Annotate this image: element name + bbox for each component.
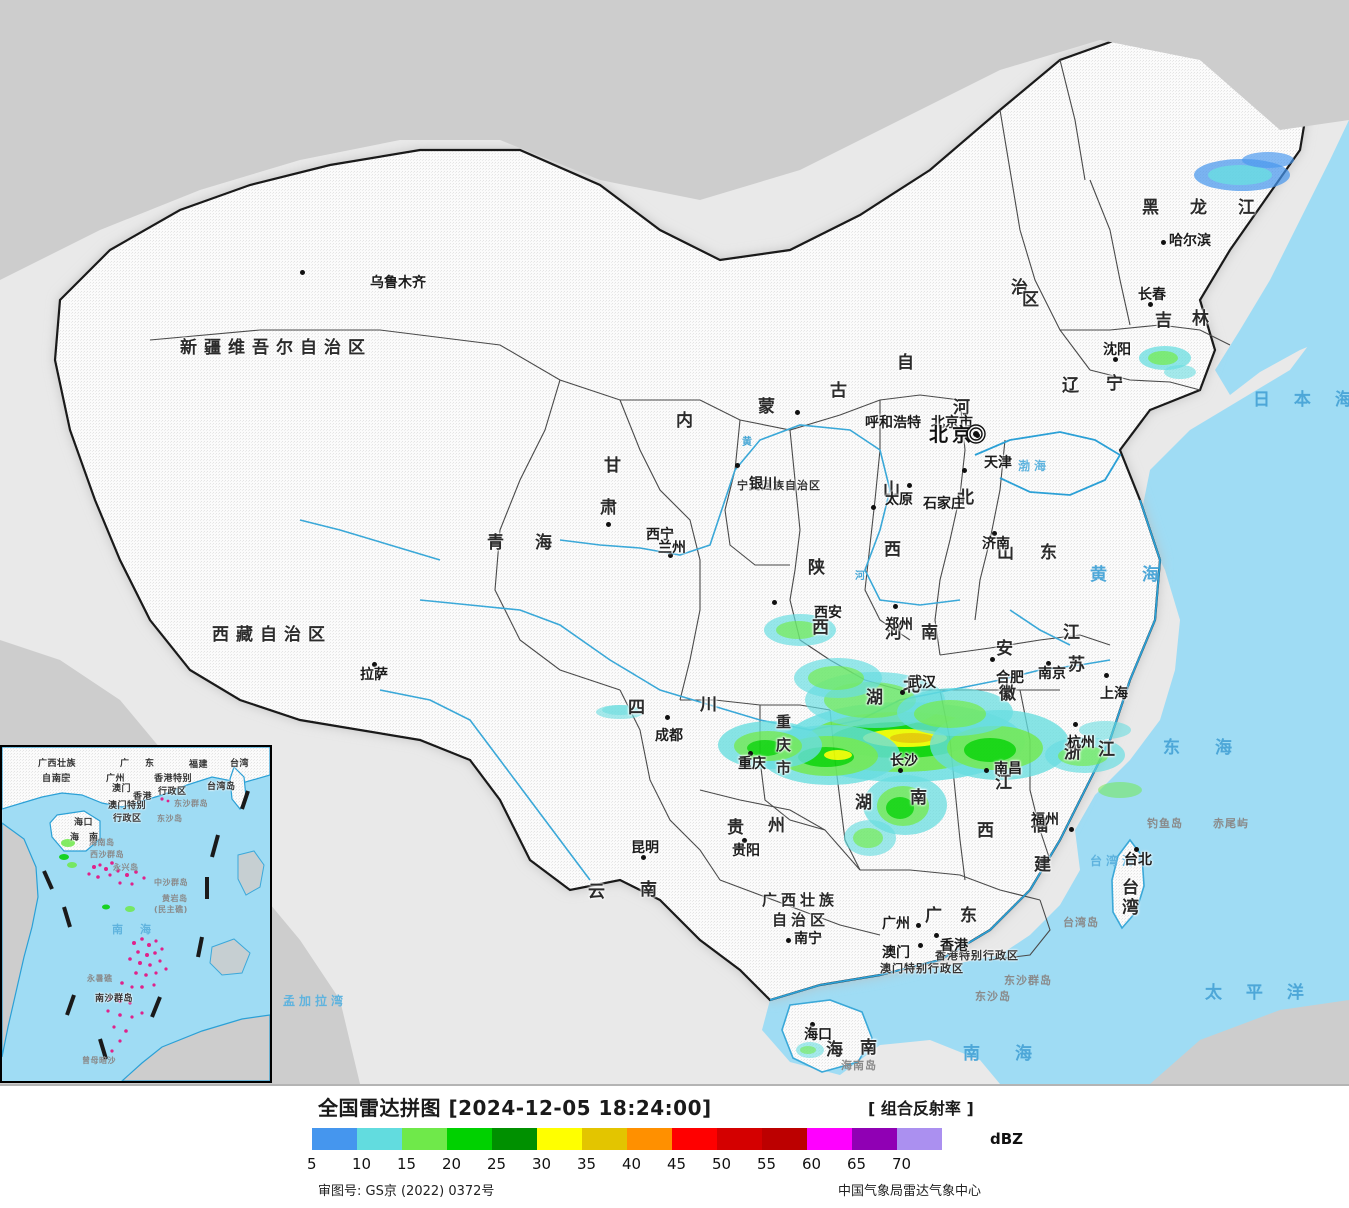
approval-number: 审图号: GS京 (2022) 0372号: [318, 1184, 495, 1199]
colorbar-tick-50: 50: [712, 1155, 732, 1173]
colorbar-tick-60: 60: [802, 1155, 822, 1173]
taiwan-island: [1111, 838, 1145, 930]
china-radar-map[interactable]: 新疆维吾尔自治区 西藏自治区青 海甘肃内蒙古自治区宁夏回族自治区陕西山西河北山东河…: [0, 0, 1349, 1084]
dbz-unit-label: dBZ: [990, 1130, 1024, 1148]
colorbar-swatch-11: [807, 1128, 852, 1150]
colorbar-tick-5: 5: [307, 1155, 317, 1173]
colorbar-tick-35: 35: [577, 1155, 597, 1173]
colorbar-swatch-1: [357, 1128, 402, 1150]
radar-echo-layer: [596, 152, 1294, 1058]
colorbar-tick-55: 55: [757, 1155, 777, 1173]
colorbar-tick-30: 30: [532, 1155, 552, 1173]
colorbar-tick-65: 65: [847, 1155, 867, 1173]
south-china-sea-inset[interactable]: 广西壮族 自治区广东福建 台湾 南宁 广州 香港特别 行政区 台湾岛 澳门 香港 澳门特别 行政区 东沙…: [0, 745, 272, 1083]
colorbar-tick-45: 45: [667, 1155, 687, 1173]
colorbar-swatch-6: [582, 1128, 627, 1150]
colorbar-tick-10: 10: [352, 1155, 372, 1173]
dbz-colorbar[interactable]: [312, 1128, 942, 1150]
colorbar-swatch-5: [537, 1128, 582, 1150]
colorbar-swatch-13: [897, 1128, 942, 1150]
colorbar-swatch-4: [492, 1128, 537, 1150]
inset-vector-layer: [2, 747, 270, 1081]
colorbar-swatch-0: [312, 1128, 357, 1150]
colorbar-swatch-12: [852, 1128, 897, 1150]
colorbar-swatch-2: [402, 1128, 447, 1150]
colorbar-tick-15: 15: [397, 1155, 417, 1173]
colorbar-tick-40: 40: [622, 1155, 642, 1173]
colorbar-tick-labels: 5 10 15 20 25 30 35 40 45 50 55 60 65 70: [307, 1155, 992, 1173]
organization-label: 中国气象局雷达气象中心: [838, 1184, 982, 1199]
colorbar-swatch-10: [762, 1128, 807, 1150]
colorbar-tick-70: 70: [892, 1155, 912, 1173]
colorbar-swatch-7: [627, 1128, 672, 1150]
map-vector-layer: [0, 0, 1349, 1084]
page-title: 全国雷达拼图 [2024-12-05 18:24:00]: [318, 1096, 712, 1120]
colorbar-swatch-9: [717, 1128, 762, 1150]
colorbar-swatch-8: [672, 1128, 717, 1150]
product-type-label: [ 组合反射率 ]: [868, 1099, 974, 1118]
colorbar-tick-25: 25: [487, 1155, 507, 1173]
colorbar-tick-20: 20: [442, 1155, 462, 1173]
coastline: [769, 431, 1161, 1001]
province-boundaries: [149, 59, 1231, 961]
colorbar-swatch-3: [447, 1128, 492, 1150]
